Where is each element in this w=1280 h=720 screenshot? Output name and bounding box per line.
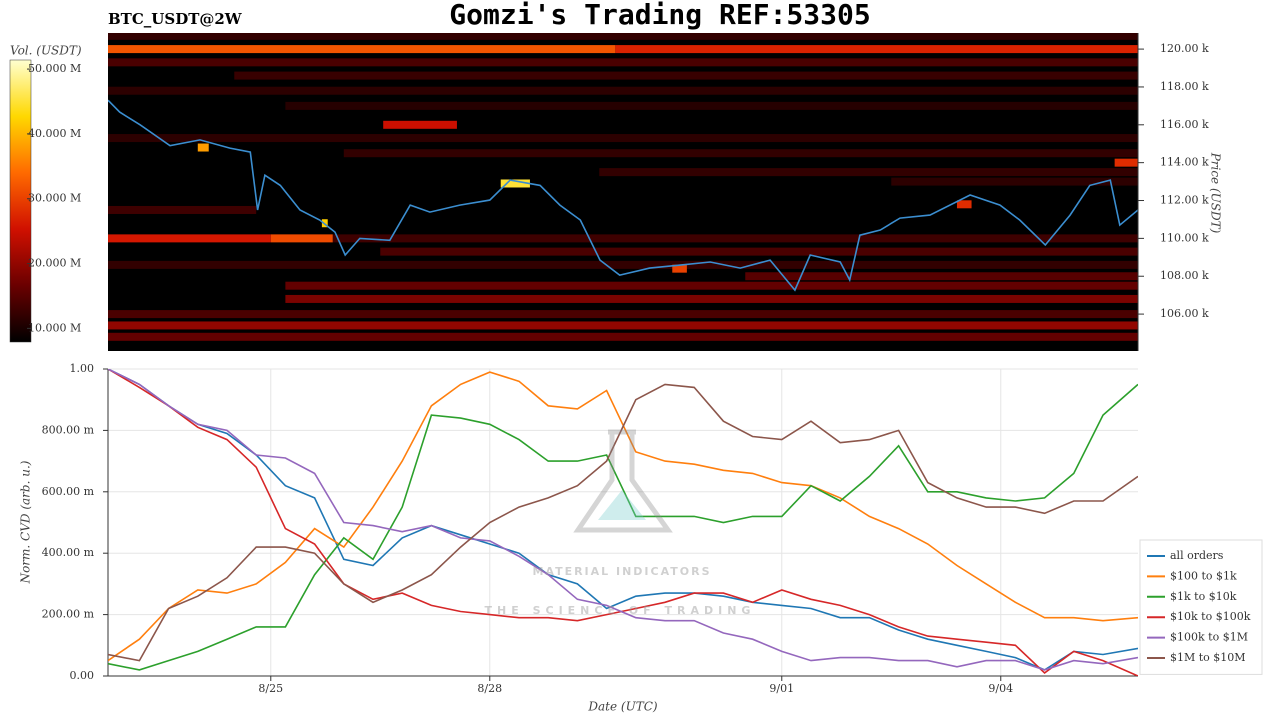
y-tick-label: 114.00 k <box>1160 156 1209 169</box>
heatmap-cell <box>108 33 1138 40</box>
colorbar <box>9 59 32 343</box>
chart-title: Gomzi's Trading REF:53305 <box>449 0 870 31</box>
cvd-line <box>108 383 1138 662</box>
colorbar-tick-label: 20.000 M <box>28 257 81 270</box>
heatmap-cell <box>1114 158 1138 167</box>
y-tick-label: 400.00 m <box>42 546 95 559</box>
price-line <box>108 99 1138 292</box>
heatmap-cell <box>108 134 1138 143</box>
legend-label: $100 to $1k <box>1170 569 1237 582</box>
y-tick-label: 118.00 k <box>1160 80 1209 93</box>
heatmap-background <box>108 33 1138 351</box>
legend-box <box>1139 539 1263 675</box>
x-tick-label: 9/01 <box>769 682 794 695</box>
colorbar-tick-label: 10.000 M <box>28 321 81 334</box>
watermark-flask <box>573 429 673 533</box>
heatmap-cell <box>108 332 1138 341</box>
y-axis-label: Norm. CVD (arb. u.) <box>19 460 33 584</box>
heatmap-cell <box>108 234 271 243</box>
y-tick-label: 112.00 k <box>1160 194 1209 207</box>
y-tick-label: 106.00 k <box>1160 307 1209 320</box>
heatmap-cell <box>745 272 1138 281</box>
series-group <box>108 369 1138 676</box>
heatmap-cell <box>108 58 1138 67</box>
heatmap-cell <box>891 177 1138 186</box>
cvd-line <box>108 369 1138 671</box>
heatmap-cell <box>956 200 972 209</box>
y-tick-label: 800.00 m <box>42 423 95 436</box>
x-tick-label: 8/25 <box>258 682 283 695</box>
heatmap-cell <box>108 321 1138 330</box>
y-tick-label: 110.00 k <box>1160 231 1209 244</box>
heatmap-cell <box>500 179 530 188</box>
chart-subtitle: BTC_USDT@2W <box>108 10 243 28</box>
heatmap-cell <box>599 168 1138 177</box>
heatmap-cell <box>285 101 1138 110</box>
heatmap-cell <box>383 120 457 129</box>
heatmap-cell <box>197 143 209 152</box>
cvd-line <box>108 371 1138 662</box>
y-tick-label: 0.00 <box>70 669 95 682</box>
legend-label: $1M to $10M <box>1170 651 1246 664</box>
heatmap-cell <box>343 149 1138 158</box>
heatmap-cell <box>108 260 1138 269</box>
heatmap-cell <box>234 71 1138 80</box>
x-axis-label: Date (UTC) <box>587 700 657 714</box>
heatmap-cell <box>615 45 1138 54</box>
y-tick-label: 1.00 <box>70 362 95 375</box>
y-axis-label: Price (USDT) <box>1209 152 1223 234</box>
y-tick-label: 116.00 k <box>1160 118 1209 131</box>
cvd-line <box>108 369 1138 671</box>
y-tick-label: 600.00 m <box>42 485 95 498</box>
heatmap-cell <box>108 86 1138 95</box>
heatmap-cell <box>332 234 1138 243</box>
heatmap-cell <box>380 247 1138 256</box>
heatmap-cell <box>672 264 687 273</box>
heatmap-cell <box>108 45 616 54</box>
heatmap-cell <box>108 205 257 214</box>
legend-label: $10k to $100k <box>1170 610 1251 623</box>
y-tick-label: 108.00 k <box>1160 269 1209 282</box>
legend-label: $1k to $10k <box>1170 590 1237 603</box>
heatmap-cell <box>285 281 1138 290</box>
cvd-line <box>108 383 1138 671</box>
legend-label: $100k to $1M <box>1170 631 1248 644</box>
y-tick-label: 120.00 k <box>1160 42 1209 55</box>
heatmap <box>108 33 1138 341</box>
colorbar-label: Vol. (USDT) <box>10 44 82 58</box>
legend-label: all orders <box>1170 549 1224 562</box>
watermark-title: MATERIAL INDICATORS <box>532 565 711 578</box>
cvd-line <box>108 369 1138 676</box>
heatmap-cell <box>285 294 1138 303</box>
colorbar-tick-label: 40.000 M <box>28 127 81 140</box>
x-tick-label: 8/28 <box>477 682 502 695</box>
colorbar-tick-label: 50.000 M <box>28 62 81 75</box>
x-tick-label: 9/04 <box>988 682 1013 695</box>
y-tick-label: 200.00 m <box>42 608 95 621</box>
heatmap-cell <box>108 310 1138 319</box>
watermark-subtitle: THE SCIENCE OF TRADING <box>485 604 756 617</box>
colorbar-tick-label: 30.000 M <box>28 192 81 205</box>
heatmap-cell <box>270 234 333 243</box>
